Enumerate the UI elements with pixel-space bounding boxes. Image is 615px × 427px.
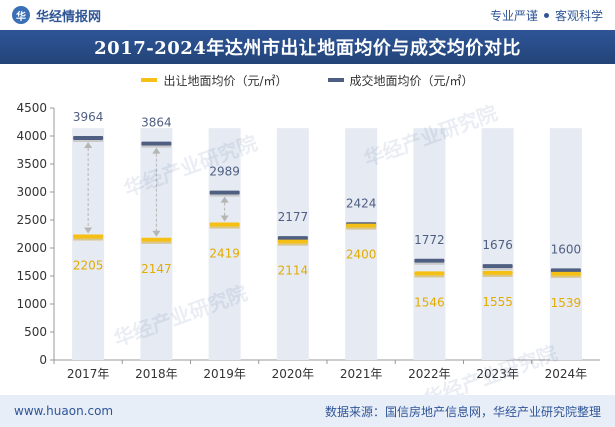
sell-price-marker xyxy=(73,234,104,239)
legend-label-sell: 出让地面均价（元/㎡） xyxy=(163,73,288,88)
sell-price-marker xyxy=(482,270,513,275)
sell-price-marker-shadow xyxy=(414,275,445,278)
column-background xyxy=(208,128,241,360)
sell-price-marker-shadow xyxy=(346,227,377,230)
sell-price-marker xyxy=(209,222,240,227)
deal-price-label: 1772 xyxy=(414,233,445,247)
column-background xyxy=(72,128,105,360)
top-bar: 华 华经情报网 专业严谨 客观科学 xyxy=(0,0,615,30)
sell-price-marker xyxy=(141,237,172,242)
sell-price-label: 2147 xyxy=(141,262,172,276)
deal-price-label: 1676 xyxy=(482,238,513,252)
sell-price-label: 1546 xyxy=(414,295,445,309)
legend-swatch-sell xyxy=(141,78,158,82)
y-tick-label: 4000 xyxy=(16,129,47,143)
title-bar: 2017-2024年达州市出让地面均价与成交均价对比 xyxy=(0,30,615,64)
tagline: 专业严谨 客观科学 xyxy=(490,7,603,24)
column-background xyxy=(140,128,173,360)
footer-website-link[interactable]: www.huaon.com xyxy=(14,404,114,418)
legend-swatch-deal xyxy=(327,78,344,82)
deal-price-label: 1600 xyxy=(551,242,582,256)
connector-arrow-icon xyxy=(152,230,161,237)
deal-price-label: 2177 xyxy=(278,210,309,224)
x-tick-label: 2024年 xyxy=(545,367,588,381)
sell-price-label: 2419 xyxy=(209,247,240,261)
sell-price-marker-shadow xyxy=(277,243,308,246)
sell-price-marker xyxy=(346,223,377,228)
sell-price-label: 2400 xyxy=(346,248,377,262)
column-background xyxy=(413,128,446,360)
sell-price-label: 2114 xyxy=(278,264,309,278)
deal-price-marker-shadow xyxy=(482,268,513,271)
sell-price-label: 2205 xyxy=(73,259,104,273)
dumbbell-chart: 0 500 1000 1500 2000 2500 3000 3500 4000 4500 2017… xyxy=(16,101,600,381)
sell-price-marker-shadow xyxy=(141,241,172,244)
connector-arrow-icon xyxy=(84,142,93,149)
y-tick-label: 500 xyxy=(24,325,47,339)
y-tick-label: 0 xyxy=(39,353,47,367)
brand: 华 华经情报网 xyxy=(12,6,101,25)
sell-price-marker xyxy=(550,271,581,276)
y-tick-label: 3500 xyxy=(16,157,47,171)
sell-price-label: 1539 xyxy=(551,296,582,310)
deal-price-marker-shadow xyxy=(141,145,172,148)
deal-price-label: 3964 xyxy=(73,110,104,124)
deal-price-marker xyxy=(73,136,104,141)
deal-price-marker xyxy=(141,141,172,146)
legend: 出让地面均价（元/㎡） 成交地面均价（元/㎡） xyxy=(0,70,615,90)
deal-price-label: 3864 xyxy=(141,116,172,130)
deal-price-marker xyxy=(209,190,240,195)
y-tick-label: 2500 xyxy=(16,213,47,227)
brand-logo-icon: 华 xyxy=(12,6,30,24)
brand-name: 华经情报网 xyxy=(36,9,102,25)
connector-arrow-icon xyxy=(220,215,229,222)
column-background xyxy=(345,128,378,360)
connector-arrow-icon xyxy=(220,196,229,203)
tagline-second: 客观科学 xyxy=(554,8,603,23)
deal-price-marker xyxy=(277,236,308,241)
y-tick-label: 3000 xyxy=(16,185,47,199)
legend-item-sell: 出让地面均价（元/㎡） xyxy=(141,70,288,90)
deal-price-marker xyxy=(550,268,581,273)
x-tick-label: 2017年 xyxy=(67,367,110,381)
footer: www.huaon.com 数据来源：国信房地产信息网，华经产业研究院整理 xyxy=(0,395,615,427)
y-tick-label: 2000 xyxy=(16,241,47,255)
sell-price-marker-shadow xyxy=(209,226,240,229)
deal-price-label: 2424 xyxy=(346,196,377,210)
sell-price-marker xyxy=(277,239,308,244)
y-tick-label: 1500 xyxy=(16,269,47,283)
footer-source: 数据来源：国信房地产信息网，华经产业研究院整理 xyxy=(324,404,601,419)
sell-price-label: 1555 xyxy=(482,295,513,309)
deal-price-label: 2989 xyxy=(209,165,240,179)
x-tick-label: 2019年 xyxy=(203,367,246,381)
sell-price-marker-shadow xyxy=(73,238,104,241)
x-tick-label: 2018年 xyxy=(135,367,178,381)
column-background xyxy=(481,128,514,360)
y-tick-label: 4500 xyxy=(16,101,47,115)
x-tick-label: 2022年 xyxy=(408,367,451,381)
sell-price-marker-shadow xyxy=(550,275,581,278)
deal-price-marker-shadow xyxy=(73,140,104,143)
x-tick-label: 2021年 xyxy=(340,367,383,381)
x-tick-label: 2020年 xyxy=(272,367,315,381)
legend-label-deal: 成交地面均价（元/㎡） xyxy=(349,73,474,88)
deal-price-marker xyxy=(414,258,445,263)
column-background xyxy=(549,128,582,360)
legend-item-deal: 成交地面均价（元/㎡） xyxy=(327,70,474,90)
chart-title: 2017-2024年达州市出让地面均价与成交均价对比 xyxy=(94,38,521,59)
dot-icon xyxy=(543,12,549,18)
deal-price-marker-shadow xyxy=(209,194,240,197)
sell-price-marker xyxy=(414,271,445,276)
sell-price-marker-shadow xyxy=(482,274,513,277)
connector-arrow-icon xyxy=(84,227,93,234)
connector-arrow-icon xyxy=(152,147,161,154)
deal-price-marker xyxy=(482,264,513,269)
tagline-first: 专业严谨 xyxy=(489,8,538,23)
x-tick-label: 2023年 xyxy=(476,367,519,381)
deal-price-marker-shadow xyxy=(414,262,445,265)
y-tick-label: 1000 xyxy=(16,297,47,311)
